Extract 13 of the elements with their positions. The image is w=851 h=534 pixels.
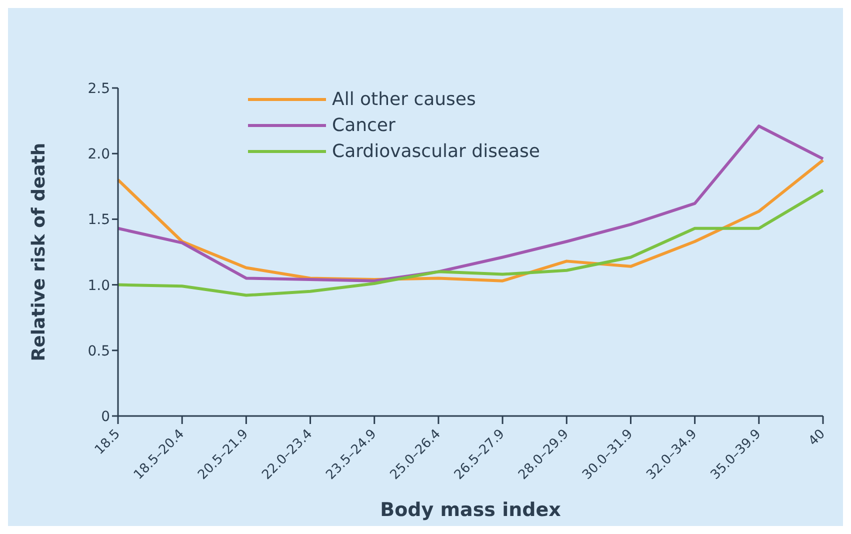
x-tick-label: 40 xyxy=(806,426,828,450)
y-tick-label: 1.5 xyxy=(88,212,110,228)
x-axis-title: Body mass index xyxy=(380,499,561,521)
legend-label: Cardiovascular disease xyxy=(332,140,540,162)
y-tick-label: 0 xyxy=(101,408,110,425)
y-axis-title: Relative risk of death xyxy=(28,142,50,362)
y-tick-label: 1.0 xyxy=(88,278,110,294)
legend-label: Cancer xyxy=(332,114,396,136)
legend-label: All other causes xyxy=(332,88,476,110)
y-tick-label: 0.5 xyxy=(88,343,110,360)
line-series xyxy=(116,188,824,297)
y-tick-label: 2.5 xyxy=(88,80,110,97)
y-tick-label: 2.0 xyxy=(88,146,110,163)
